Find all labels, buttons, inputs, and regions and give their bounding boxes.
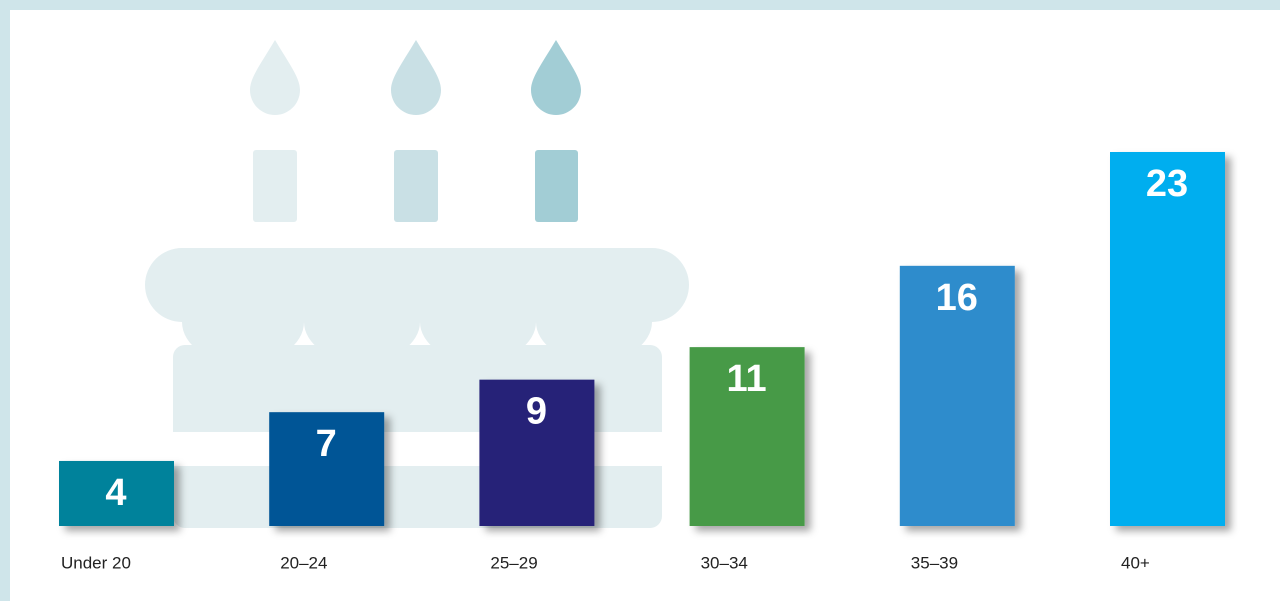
x-tick-label: 30–34	[701, 553, 748, 572]
value-label: 7	[316, 423, 337, 465]
value-label: 11	[727, 358, 767, 400]
bar	[1110, 152, 1225, 526]
page: 4 Under 20 7 20–24 9 25–29 11 30–34 16 35–39 23 40+…	[0, 0, 1280, 601]
value-label: 9	[526, 391, 547, 433]
x-tick-label: 20–24	[280, 553, 327, 572]
chart: 4 Under 20 7 20–24 9 25–29 11 30–34 16 35–39 23 40+	[0, 0, 1280, 601]
x-tick-label: 40+	[1121, 553, 1150, 572]
x-tick-label: 25–29	[490, 553, 537, 572]
value-label: 16	[936, 277, 978, 319]
value-label: 23	[1146, 163, 1188, 205]
x-tick-label: 35–39	[911, 553, 958, 572]
value-label: 4	[105, 472, 126, 514]
x-tick-label: Under 20	[61, 553, 131, 572]
